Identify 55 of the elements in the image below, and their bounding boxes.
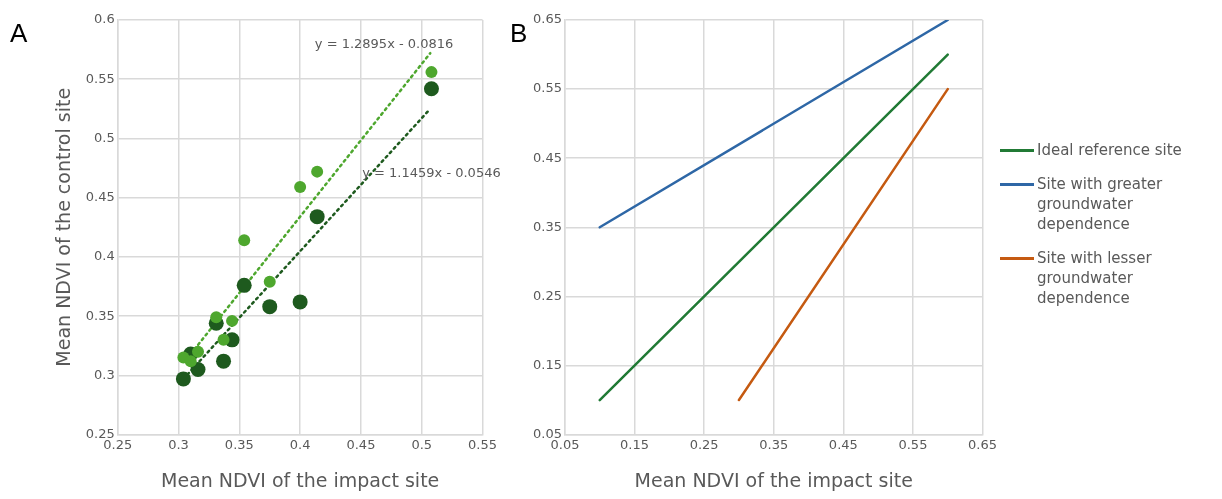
point (294, 181, 307, 194)
point (216, 353, 232, 369)
y-tick-label: 0.45 (85, 189, 115, 205)
y-tick-label: 0.65 (532, 11, 562, 27)
point (238, 234, 251, 247)
y-tick-label: 0.4 (94, 248, 115, 264)
point (226, 314, 239, 327)
x-tick-label: 0.45 (346, 436, 376, 452)
y-tick-label: 0.35 (532, 218, 562, 234)
point (190, 361, 206, 377)
x-tick-label: 0.25 (689, 436, 719, 452)
x-tick-label: 0.4 (289, 436, 311, 452)
point (217, 333, 230, 346)
x-tick-label: 0.5 (411, 436, 433, 452)
legend-label: Ideal reference site (1037, 140, 1182, 160)
y-tick-label: 0.25 (532, 287, 562, 303)
point (192, 345, 204, 358)
point (309, 209, 325, 225)
point (210, 311, 223, 324)
point (292, 294, 308, 310)
y-tick-label: 0.35 (85, 307, 115, 323)
annotation: y = 1.1459x - 0.0546 (362, 164, 501, 180)
y-tick-label: 0.55 (532, 80, 562, 96)
legend-label: Site with greater groundwater dependence (1037, 174, 1164, 234)
y-tick-label: 0.6 (94, 11, 115, 27)
point (423, 81, 439, 97)
x-axis-title: Mean NDVI of the impact site (634, 468, 913, 491)
x-tick-label: 0.55 (468, 436, 497, 452)
annotation: y = 1.2895x - 0.0816 (314, 36, 454, 52)
point (262, 299, 278, 315)
point (175, 371, 191, 387)
point (236, 277, 252, 293)
y-axis-title: Mean NDVI of the control site (52, 87, 75, 367)
point (425, 66, 438, 79)
x-tick-label: 0.45 (828, 436, 858, 452)
point (263, 275, 276, 288)
chart-title: B (510, 18, 528, 49)
x-tick-label: 0.3 (168, 436, 189, 452)
y-tick-label: 0.05 (532, 425, 562, 441)
x-tick-label: 0.35 (759, 436, 789, 452)
y-tick-label: 0.25 (85, 425, 115, 441)
y-tick-label: 0.45 (532, 149, 562, 165)
chart-title: A (10, 18, 28, 49)
y-tick-label: 0.15 (532, 356, 562, 372)
legend-label: Site with lesser groundwater dependence (1037, 248, 1153, 308)
point (311, 165, 324, 178)
point (184, 355, 197, 368)
x-tick-label: 0.35 (224, 436, 254, 452)
y-tick-label: 0.3 (94, 366, 115, 382)
x-axis-title: Mean NDVI of the impact site (161, 468, 440, 491)
x-tick-label: 0.55 (898, 436, 928, 452)
y-tick-label: 0.5 (94, 129, 115, 145)
x-tick-label: 0.15 (620, 436, 650, 452)
y-tick-label: 0.55 (85, 70, 115, 86)
x-tick-label: 0.65 (968, 436, 997, 452)
